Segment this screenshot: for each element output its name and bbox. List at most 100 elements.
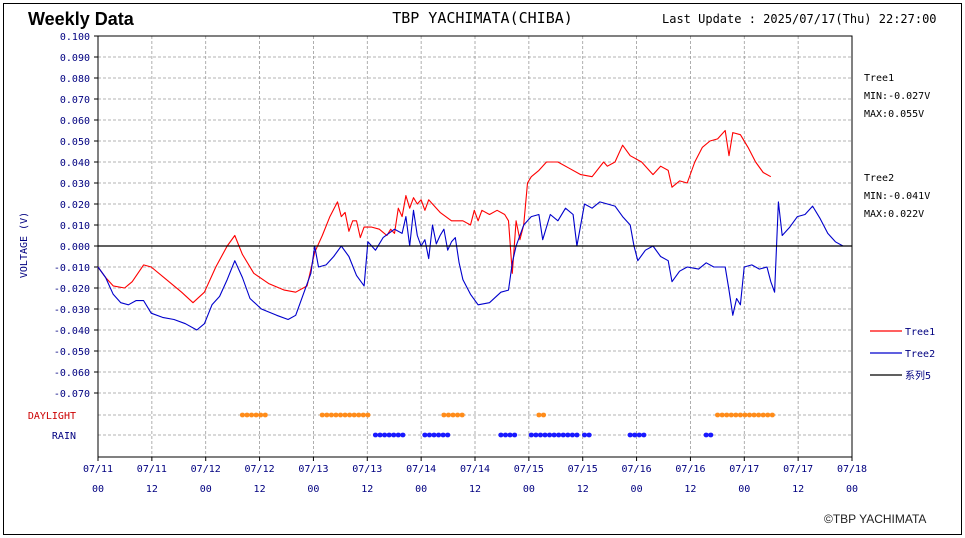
x-tick-date: 07/12 xyxy=(191,464,221,475)
event-dot-daylight xyxy=(733,412,739,418)
page-title: Weekly Data xyxy=(28,9,134,29)
station-name: TBP YACHIMATA(CHIBA) xyxy=(392,9,573,27)
legend: Tree1 Tree2 系列5 xyxy=(870,327,935,382)
legend-label: 系列5 xyxy=(905,369,931,382)
y-tick-label: 0.000 xyxy=(60,242,90,253)
x-tick-hour: 12 xyxy=(469,484,481,495)
y-tick-label: -0.070 xyxy=(54,389,90,400)
tree2-stats-min: MIN:-0.041V xyxy=(864,191,930,202)
event-dot-daylight xyxy=(756,412,762,418)
y-tick-label: -0.060 xyxy=(54,368,90,379)
event-dot-rain xyxy=(512,432,518,438)
event-dot-daylight xyxy=(239,412,246,418)
y-tick-label: 0.010 xyxy=(60,221,90,232)
x-tick-date: 07/14 xyxy=(460,464,490,475)
event-rows xyxy=(239,412,775,438)
event-dot-rain xyxy=(422,432,428,438)
y-tick-label: 0.090 xyxy=(60,53,90,64)
event-dot-daylight xyxy=(262,412,268,418)
y-tick-label: 0.100 xyxy=(60,32,90,43)
x-tick-hour: 00 xyxy=(415,484,427,495)
event-dot-daylight xyxy=(454,412,461,418)
x-tick-hour: 00 xyxy=(200,484,212,495)
event-dot-daylight xyxy=(459,412,465,418)
x-tick-hour: 00 xyxy=(738,484,750,495)
x-tick-date: 07/12 xyxy=(245,464,275,475)
x-tick-hour: 00 xyxy=(92,484,104,495)
event-dot-daylight xyxy=(441,412,447,418)
x-tick-date: 07/16 xyxy=(622,464,652,475)
event-dot-rain xyxy=(382,432,388,438)
event-dot-rain xyxy=(542,432,548,438)
x-tick-hour: 12 xyxy=(254,484,266,495)
x-tick-hour: 12 xyxy=(146,484,158,495)
x-tick-date: 07/13 xyxy=(298,464,328,475)
event-dot-daylight xyxy=(258,412,264,418)
event-dot-rain xyxy=(636,432,642,438)
event-dot-rain xyxy=(502,432,509,438)
x-tick-date: 07/15 xyxy=(514,464,544,475)
y-tick-label: -0.040 xyxy=(54,326,90,337)
x-tick-hour: 12 xyxy=(792,484,804,495)
series-line-Tree2 xyxy=(97,201,844,331)
x-tick-date: 07/14 xyxy=(406,464,436,475)
y-tick-label: -0.050 xyxy=(54,347,90,358)
x-tick-date: 07/18 xyxy=(837,464,867,475)
event-dot-daylight xyxy=(253,412,259,418)
x-tick-date: 07/17 xyxy=(783,464,813,475)
event-dot-daylight xyxy=(765,412,771,418)
y-tick-label: 0.020 xyxy=(60,200,90,211)
event-dot-daylight xyxy=(445,412,452,418)
event-dot-rain xyxy=(708,432,714,438)
legend-label: Tree2 xyxy=(905,349,935,360)
event-dot-daylight xyxy=(769,412,775,418)
event-dot-daylight xyxy=(742,412,748,418)
x-tick-date: 07/16 xyxy=(675,464,705,475)
event-dot-daylight xyxy=(450,412,456,418)
x-tick-date: 07/11 xyxy=(83,464,113,475)
tick-labels: 0.100 0.090 0.080 0.070 0.060 0.050 0.040 0.030… xyxy=(28,32,867,495)
x-tick-date: 07/15 xyxy=(568,464,598,475)
event-dot-daylight xyxy=(719,412,725,418)
y-tick-label: 0.070 xyxy=(60,95,90,106)
tree2-stats-max: MAX:0.022V xyxy=(864,209,924,220)
event-dot-daylight xyxy=(540,412,547,418)
event-dot-daylight xyxy=(360,412,366,418)
tree2-stats-name: Tree2 xyxy=(864,173,894,184)
event-dot-daylight xyxy=(333,412,339,418)
event-dot-daylight xyxy=(248,412,255,418)
legend-label: Tree1 xyxy=(905,327,935,338)
event-dot-daylight xyxy=(337,412,344,418)
x-tick-hour: 00 xyxy=(631,484,643,495)
event-dot-rain xyxy=(391,432,397,438)
event-dot-rain xyxy=(528,432,534,438)
x-tick-hour: 00 xyxy=(523,484,535,495)
event-dot-rain xyxy=(703,432,709,438)
event-dot-rain xyxy=(546,432,553,438)
event-dot-daylight xyxy=(347,412,353,418)
event-dot-daylight xyxy=(365,412,371,418)
event-dot-rain xyxy=(400,432,406,438)
x-tick-hour: 00 xyxy=(846,484,858,495)
event-dot-rain xyxy=(507,432,513,438)
event-dot-rain xyxy=(445,432,451,438)
event-dot-daylight xyxy=(356,412,362,418)
x-tick-date: 07/11 xyxy=(137,464,167,475)
event-dot-daylight xyxy=(737,412,743,418)
event-dot-daylight xyxy=(324,412,330,418)
event-dot-daylight xyxy=(714,412,721,418)
event-dot-daylight xyxy=(728,412,734,418)
x-tick-date: 07/13 xyxy=(352,464,382,475)
event-dot-rain xyxy=(551,432,557,438)
event-dot-rain xyxy=(386,432,392,438)
series-line-Tree1 xyxy=(97,129,772,304)
event-dot-rain xyxy=(565,432,571,438)
x-tick-hour: 12 xyxy=(361,484,373,495)
event-dot-rain xyxy=(569,432,575,438)
y-tick-label: 0.030 xyxy=(60,179,90,190)
event-dot-rain xyxy=(537,432,544,438)
event-dot-rain xyxy=(641,432,647,438)
event-dot-rain xyxy=(395,432,401,438)
x-tick-hour: 12 xyxy=(577,484,589,495)
